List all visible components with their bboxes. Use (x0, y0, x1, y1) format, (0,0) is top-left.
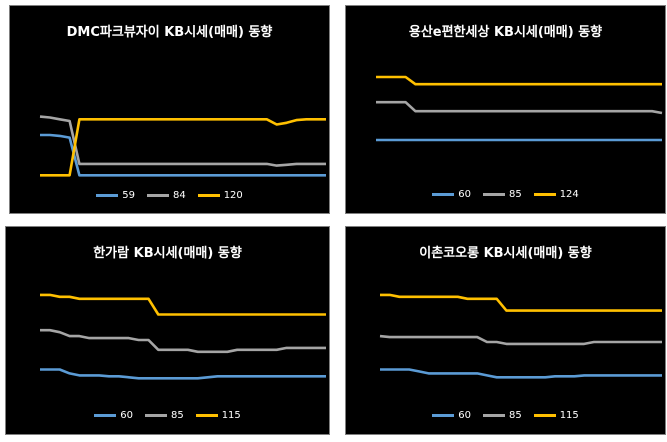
legend-label: 124 (559, 189, 579, 200)
legend-item-85: 85 (482, 189, 522, 200)
line-plot (40, 293, 326, 380)
legend-item-124: 124 (533, 189, 579, 200)
chart-panel-dmc: DMC파크뷰자이 KB시세(매매) 동향 59 84 120 (9, 5, 330, 214)
chart-panel-yongsan: 용산e편한세상 KB시세(매매) 동향 60 85 124 (345, 5, 666, 214)
chart-panel-hangaram: 한가람 KB시세(매매) 동향 60 85 115 (5, 226, 330, 435)
legend-swatch (197, 193, 220, 197)
legend-label: 60 (120, 410, 133, 421)
legend-label: 84 (172, 190, 186, 201)
series-line-60 (380, 368, 662, 379)
legend-swatch (482, 413, 505, 417)
line-plot (39, 115, 326, 177)
legend-swatch (146, 193, 169, 197)
chart-legend: 60 85 124 (346, 189, 665, 200)
series-line-115 (380, 293, 662, 312)
chart-legend: 60 85 115 (346, 410, 665, 421)
series-line-85 (376, 100, 663, 115)
legend-item-120: 120 (197, 190, 243, 201)
series-line-84 (39, 115, 326, 167)
legend-item-85: 85 (482, 410, 522, 421)
legend-swatch (432, 413, 455, 417)
legend-item-115: 115 (533, 410, 579, 421)
legend-label: 60 (458, 410, 471, 421)
chart-title: 용산e편한세상 KB시세(매매) 동향 (408, 25, 603, 40)
legend-label: 85 (508, 410, 522, 421)
series-line-85 (379, 334, 662, 346)
series-line-59 (40, 133, 326, 177)
legend-item-60: 60 (432, 189, 471, 200)
legend-label: 115 (559, 410, 579, 421)
legend-item-60: 60 (94, 410, 133, 421)
legend-item-115: 115 (195, 410, 241, 421)
legend-item-84: 84 (146, 190, 186, 201)
legend-swatch (432, 192, 455, 196)
legend-label: 85 (508, 189, 522, 200)
series-line-60 (40, 368, 326, 380)
legend-swatch (94, 413, 117, 417)
legend-swatch (533, 413, 556, 417)
series-line-85 (40, 328, 326, 354)
series-line-120 (40, 118, 326, 177)
chart-legend: 59 84 120 (10, 190, 329, 201)
legend-item-85: 85 (144, 410, 184, 421)
chart-title: DMC파크뷰자이 KB시세(매매) 동향 (66, 25, 273, 40)
legend-label: 59 (122, 190, 135, 201)
legend-label: 120 (223, 190, 243, 201)
legend-item-60: 60 (432, 410, 471, 421)
line-plot (376, 75, 663, 142)
series-line-115 (40, 293, 326, 316)
legend-label: 115 (221, 410, 241, 421)
legend-item-59: 59 (96, 190, 135, 201)
legend-swatch (533, 192, 556, 196)
legend-label: 60 (458, 189, 471, 200)
chart-title: 한가람 KB시세(매매) 동향 (93, 246, 242, 261)
legend-label: 85 (170, 410, 184, 421)
legend-swatch (482, 192, 505, 196)
chart-title: 이촌코오롱 KB시세(매매) 동향 (419, 246, 592, 261)
legend-swatch (96, 193, 119, 197)
legend-swatch (144, 413, 167, 417)
legend-swatch (195, 413, 218, 417)
line-plot (379, 293, 662, 379)
series-line-124 (376, 75, 662, 86)
chart-panel-ichon: 이촌코오롱 KB시세(매매) 동향 60 85 115 (345, 226, 666, 435)
chart-legend: 60 85 115 (6, 410, 329, 421)
